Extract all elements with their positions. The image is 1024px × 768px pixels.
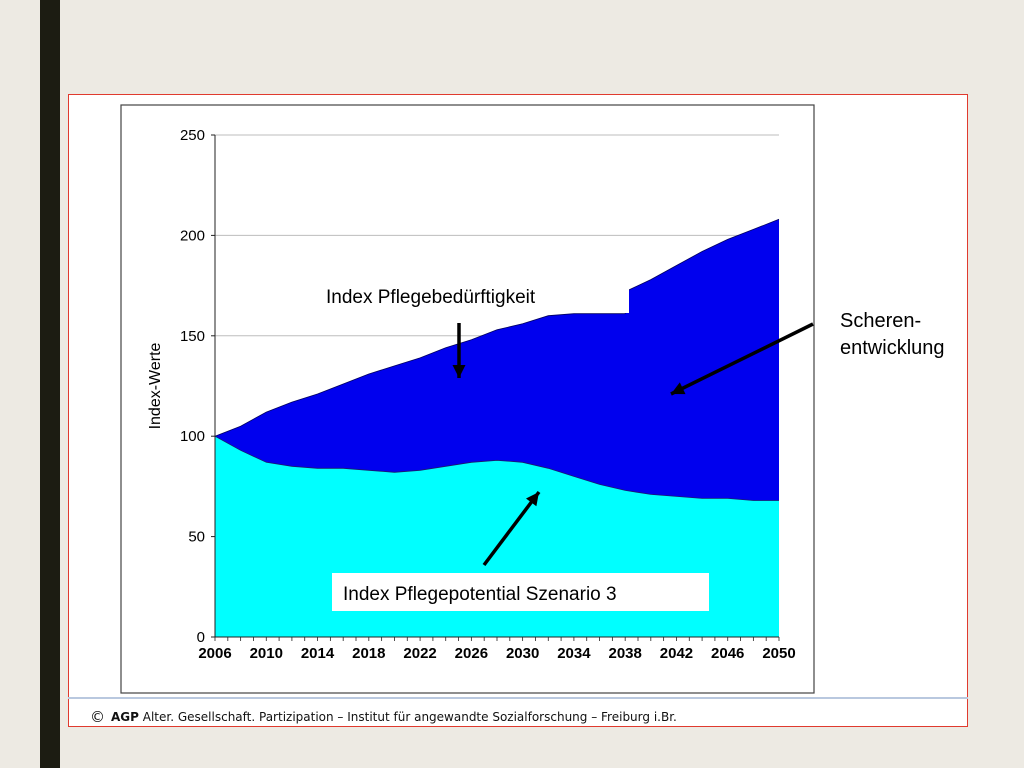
y-tick-label: 100 [180, 428, 205, 445]
annotation-backdrop [571, 285, 629, 313]
footer: © AGP Alter. Gesellschaft. Partizipation … [90, 708, 677, 726]
series-line-pflegebeduerftigkeit [214, 218, 780, 437]
x-tick-label: 2042 [660, 645, 693, 662]
y-tick-label: 250 [180, 127, 205, 144]
arrow-scherenentwicklung-shaft [670, 322, 814, 396]
annotation-box-pflegepotential [332, 573, 709, 611]
arrow-scherenentwicklung [670, 322, 814, 396]
x-tick-label: 2030 [506, 645, 539, 662]
annotation-scheren-line2: entwicklung [840, 337, 945, 359]
x-tick-label: 2006 [198, 645, 231, 662]
x-tick-label: 2046 [711, 645, 744, 662]
copyright-symbol: © [90, 708, 105, 726]
footer-brand: AGP [111, 710, 139, 724]
y-tick-label: 50 [188, 529, 205, 546]
x-tick-label: 2034 [557, 645, 591, 662]
x-tick-label: 2018 [352, 645, 385, 662]
x-tick-label: 2026 [455, 645, 488, 662]
y-tick-label: 0 [197, 629, 205, 646]
footer-text: Alter. Gesellschaft. Partizipation – Ins… [142, 710, 677, 724]
x-tick-label: 2014 [301, 645, 335, 662]
series-line-pflegepotential [214, 435, 779, 501]
y-tick-label: 150 [180, 328, 205, 345]
arrow-scherenentwicklung-head [671, 382, 686, 395]
x-tick-label: 2050 [762, 645, 795, 662]
y-axis-label: Index-Werte [147, 342, 164, 429]
arrow-pflegepotential-shaft [482, 490, 541, 567]
annotation-pflegepotential: Index Pflegepotential Szenario 3 [343, 584, 617, 605]
x-tick-label: 2038 [608, 645, 641, 662]
arrow-pflegebeduerftigkeit-head [452, 365, 466, 378]
x-tick-label: 2022 [403, 645, 436, 662]
arrow-pflegepotential [482, 490, 541, 567]
left-accent-bar [40, 0, 60, 768]
y-tick-label: 200 [180, 227, 205, 244]
arrow-pflegepotential-head [525, 492, 539, 507]
footer-rule [68, 697, 968, 699]
annotation-pflegebeduerftigkeit: Index Pflegebedürftigkeit [326, 287, 536, 308]
x-tick-label: 2010 [250, 645, 283, 662]
annotation-scheren-line1: Scheren- [840, 310, 921, 332]
arrow-pflegebeduerftigkeit [452, 323, 466, 378]
